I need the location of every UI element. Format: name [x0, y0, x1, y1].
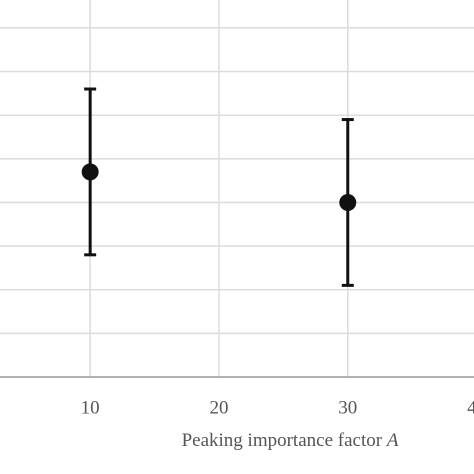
point — [339, 193, 357, 211]
x-tick-label: 40 — [467, 397, 474, 418]
point — [81, 163, 99, 181]
x-axis-label-text: Peaking importance factor — [182, 430, 387, 451]
x-tick-label: 10 — [81, 397, 100, 418]
x-axis-label: Peaking importance factor A — [182, 430, 399, 451]
x-tick-label: 20 — [209, 397, 228, 418]
x-tick-label: 30 — [338, 397, 357, 418]
x-axis-label-italic: A — [385, 430, 399, 451]
